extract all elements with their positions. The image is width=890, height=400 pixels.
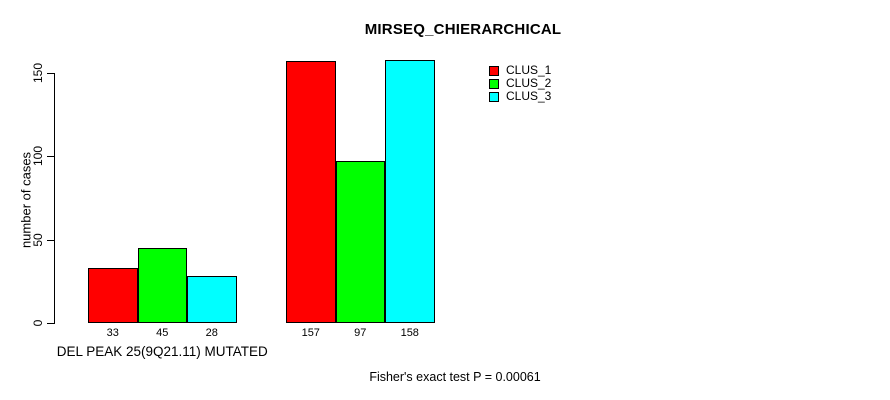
- legend-item-clus_1: CLUS_1: [489, 63, 552, 77]
- bar-value-label: 158: [400, 327, 419, 339]
- bar-value-label: 97: [354, 327, 367, 339]
- bar-clus_2-group2: [335, 161, 385, 323]
- legend-item-clus_3: CLUS_3: [489, 89, 552, 104]
- bar-value-label: 28: [205, 327, 218, 339]
- legend-label: CLUS_1: [506, 63, 552, 77]
- y-axis-tick: [47, 239, 54, 241]
- bar-clus_1-group2: [286, 61, 336, 323]
- legend-label: CLUS_3: [506, 89, 552, 104]
- y-axis-line: [54, 72, 55, 324]
- y-axis-tick-label: 50: [31, 232, 45, 247]
- bar-clus_1-group1: [88, 267, 138, 323]
- y-axis-tick-label: 150: [31, 62, 45, 83]
- bar-value-label: 45: [156, 327, 169, 339]
- fisher-test-annotation: Fisher's exact test P = 0.00061: [369, 370, 541, 384]
- y-axis-tick: [47, 156, 54, 158]
- bar-clus_3-group2: [385, 59, 435, 323]
- y-axis-tick-label: 0: [31, 319, 45, 327]
- legend-swatch: [489, 78, 499, 89]
- legend-swatch: [489, 91, 499, 102]
- y-axis-tick: [47, 72, 54, 74]
- legend-swatch: [489, 65, 499, 76]
- x-group-label: DEL PEAK 25(9Q21.11) MUTATED: [56, 344, 268, 359]
- bar-value-label: 33: [106, 327, 119, 339]
- y-axis-tick: [47, 323, 54, 324]
- bar-value-label: 157: [301, 327, 320, 339]
- bar-clus_2-group1: [137, 247, 187, 323]
- chart-title: MIRSEQ_CHIERARCHICAL: [364, 21, 562, 38]
- legend-label: CLUS_2: [506, 76, 552, 91]
- bar-clus_3-group1: [187, 276, 237, 323]
- y-axis-tick-label: 100: [31, 146, 45, 167]
- legend-item-clus_2: CLUS_2: [489, 76, 552, 91]
